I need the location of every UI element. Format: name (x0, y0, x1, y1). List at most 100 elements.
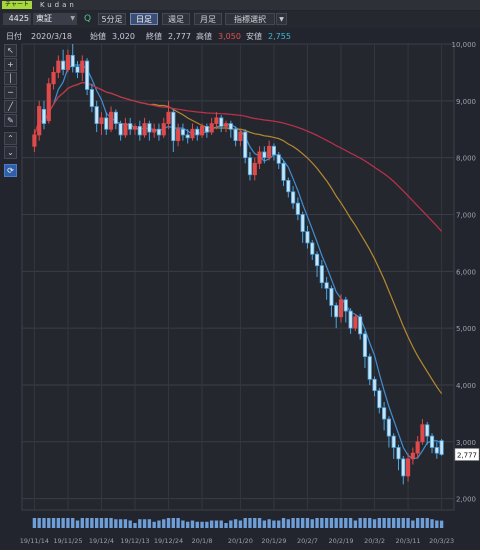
volume-bar (339, 518, 343, 528)
volume-bar (85, 518, 89, 528)
candle (314, 251, 320, 277)
candle (51, 66, 56, 90)
y-tick-label: 2,000 (456, 496, 476, 504)
candle (334, 302, 339, 329)
candle-body (367, 356, 372, 380)
candle (147, 120, 152, 141)
candle (310, 240, 315, 260)
candle-body (190, 128, 195, 139)
market-select[interactable]: 東証 ▼ (33, 13, 77, 25)
candle (180, 123, 185, 141)
candle (386, 416, 391, 448)
candle-body (176, 128, 181, 142)
candle (85, 58, 90, 96)
volume-bar (411, 520, 415, 528)
tab-weekly[interactable]: 週足 (162, 13, 190, 25)
candle (281, 160, 286, 187)
volume-bar (396, 518, 401, 528)
tab-daily[interactable]: 日足 (130, 13, 158, 25)
volume-bar (176, 518, 180, 528)
candle (405, 453, 411, 482)
indicator-select[interactable]: 指標選択 (225, 13, 275, 25)
zoom-out-icon[interactable]: ⌄ (4, 146, 17, 159)
volume-bar (186, 521, 190, 528)
tab-monthly[interactable]: 月足 (194, 13, 222, 25)
trend-line-icon[interactable]: ╱ (4, 100, 17, 113)
candle (305, 225, 310, 249)
volume-bar (47, 518, 51, 528)
vertical-line-icon[interactable]: │ (4, 72, 17, 85)
candle-body (123, 123, 128, 136)
chevron-down-icon: ▼ (70, 15, 75, 22)
volume-bar (104, 518, 108, 528)
candle (396, 444, 401, 471)
candle-body (314, 253, 320, 267)
candle-body (262, 151, 267, 159)
low-value: 2,755 (268, 32, 291, 41)
volume-bar (133, 523, 137, 528)
candle-body (401, 458, 406, 477)
crosshair-icon[interactable]: + (4, 58, 17, 71)
candle-body (46, 83, 51, 122)
y-tick-label: 10,000 (452, 41, 477, 49)
cursor-icon[interactable]: ↖ (4, 44, 17, 57)
y-axis-labels: 10,000 9,000 8,000 7,000 6,000 5,000 4,000 3,00… (452, 41, 477, 504)
candle-body (252, 162, 257, 176)
horizontal-line-icon[interactable]: ─ (4, 86, 17, 99)
x-tick-label: 20/3/2 (364, 537, 385, 545)
eraser-icon[interactable]: ✎ (4, 114, 17, 127)
volume-bar (415, 518, 420, 528)
tab-5min[interactable]: 5分足 (98, 13, 126, 25)
candle (209, 117, 214, 135)
candle-body (65, 54, 71, 70)
low-label: 安値 (246, 32, 262, 41)
candle (142, 117, 147, 138)
candle (123, 117, 128, 138)
candle (329, 285, 334, 317)
candle-body (348, 310, 353, 329)
candle-body (108, 111, 114, 130)
candle-body (118, 123, 123, 136)
volume-bar (142, 519, 147, 528)
volume-bar (224, 523, 228, 528)
volume-bar (171, 518, 176, 528)
candle-body (324, 282, 329, 289)
volume-bar (71, 518, 75, 528)
volume-bar (305, 518, 310, 528)
candle (343, 296, 348, 323)
volume-bar (75, 520, 80, 528)
title-bar: チャート Kudan (0, 0, 480, 10)
candle (166, 100, 171, 130)
volume-bar (262, 520, 267, 528)
zoom-in-icon[interactable]: ⌃ (4, 132, 17, 145)
y-tick-label: 5,000 (456, 325, 476, 333)
volume-bar (233, 519, 238, 528)
candle (185, 129, 190, 144)
candle-body (362, 333, 368, 357)
candle-body (156, 128, 162, 136)
candle (113, 109, 118, 130)
candle-body (51, 72, 56, 85)
candle-body (128, 123, 133, 130)
x-tick-label: 20/1/29 (261, 537, 286, 545)
candle-body (199, 126, 205, 136)
candle-body (41, 108, 47, 124)
candle (99, 112, 104, 135)
volume-bar (406, 518, 410, 528)
volume-bar (238, 520, 243, 528)
volume-bar (162, 519, 166, 528)
chevron-down-icon[interactable]: ▼ (276, 13, 287, 25)
stock-code-input[interactable]: 4425 (3, 13, 31, 25)
candle-body (142, 123, 147, 136)
refresh-icon[interactable]: ⟳ (4, 164, 17, 177)
volume-bar (334, 518, 338, 528)
candle (128, 117, 133, 135)
candle (410, 447, 415, 465)
candle-body (420, 424, 425, 443)
candle-body (99, 117, 104, 124)
candle (161, 117, 166, 138)
candle (108, 106, 114, 133)
volume-bar (248, 518, 252, 528)
search-icon[interactable]: Q (84, 14, 92, 24)
